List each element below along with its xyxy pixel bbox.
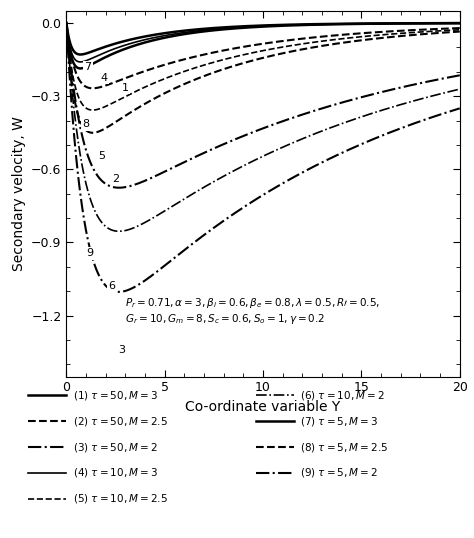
Text: 6: 6 xyxy=(108,281,115,292)
X-axis label: Co-ordinate variable Y: Co-ordinate variable Y xyxy=(185,400,341,414)
Text: 3: 3 xyxy=(118,345,125,355)
Text: 1: 1 xyxy=(122,83,129,93)
Text: (1) $\tau = 50, M = 3$: (1) $\tau = 50, M = 3$ xyxy=(73,389,157,402)
Text: 9: 9 xyxy=(86,249,93,258)
Text: (6) $\tau = 10, M = 2$: (6) $\tau = 10, M = 2$ xyxy=(300,389,385,402)
Text: (9) $\tau = 5, M = 2$: (9) $\tau = 5, M = 2$ xyxy=(300,466,378,479)
Text: (3) $\tau = 50, M = 2$: (3) $\tau = 50, M = 2$ xyxy=(73,441,157,454)
Text: 8: 8 xyxy=(82,119,90,129)
Text: 2: 2 xyxy=(112,174,119,184)
Text: (4) $\tau = 10, M = 3$: (4) $\tau = 10, M = 3$ xyxy=(73,466,157,479)
Text: $P_r = 0.71, \alpha = 3, \beta_i = 0.6, \beta_e = 0.8, \lambda = 0.5, R\prime = : $P_r = 0.71, \alpha = 3, \beta_i = 0.6, … xyxy=(125,296,380,325)
Text: 5: 5 xyxy=(98,151,105,161)
Y-axis label: Secondary velocity, W: Secondary velocity, W xyxy=(11,116,26,271)
Text: 7: 7 xyxy=(84,62,91,72)
Text: (7) $\tau = 5, M = 3$: (7) $\tau = 5, M = 3$ xyxy=(300,415,378,428)
Text: (8) $\tau = 5, M = 2.5$: (8) $\tau = 5, M = 2.5$ xyxy=(300,441,388,454)
Text: (5) $\tau = 10, M = 2.5$: (5) $\tau = 10, M = 2.5$ xyxy=(73,492,167,505)
Text: (2) $\tau = 50, M = 2.5$: (2) $\tau = 50, M = 2.5$ xyxy=(73,415,167,428)
Text: 4: 4 xyxy=(100,73,107,83)
